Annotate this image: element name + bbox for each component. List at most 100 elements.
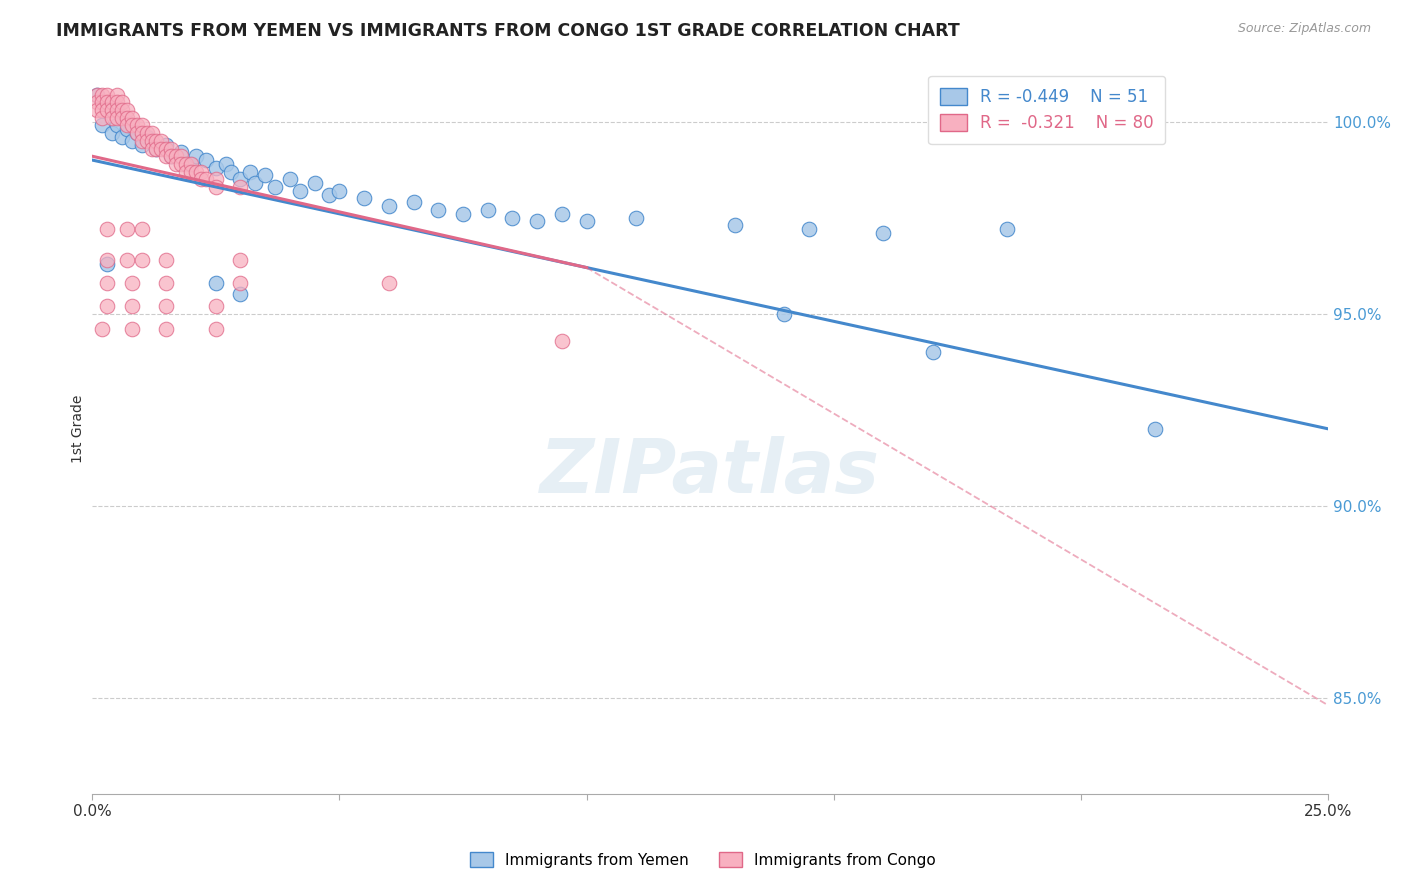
Point [115, 222, 138, 236]
Point [160, 142, 183, 156]
Point [101, 126, 124, 140]
Point [96, 276, 118, 290]
Point [165, 157, 187, 171]
Point [111, 111, 134, 125]
Point [501, 211, 523, 225]
Point [304, 176, 326, 190]
Point [131, 126, 153, 140]
Point [155, 149, 177, 163]
Point [288, 184, 311, 198]
Point [131, 252, 153, 267]
Point [477, 202, 499, 217]
Point [170, 145, 193, 160]
Point [121, 111, 143, 125]
Point [575, 214, 598, 228]
Point [111, 95, 134, 110]
Point [724, 219, 747, 233]
Text: ZIPatlas: ZIPatlas [540, 436, 880, 509]
Point [145, 142, 167, 156]
Point [86, 103, 108, 117]
Point [328, 184, 350, 198]
Point [131, 137, 153, 152]
Point [160, 149, 183, 163]
Point [427, 202, 450, 217]
Point [115, 252, 138, 267]
Point [96, 252, 118, 267]
Point [111, 130, 134, 145]
Point [402, 195, 425, 210]
Point [105, 87, 128, 102]
Point [131, 119, 153, 133]
Point [121, 276, 143, 290]
Point [135, 126, 157, 140]
Point [115, 122, 138, 136]
Point [155, 299, 177, 313]
Point [141, 126, 163, 140]
Point [141, 142, 163, 156]
Y-axis label: 1st Grade: 1st Grade [72, 394, 86, 463]
Point [551, 334, 574, 348]
Point [91, 103, 114, 117]
Point [264, 180, 287, 194]
Point [245, 176, 267, 190]
Point [194, 172, 217, 186]
Point [1144, 422, 1167, 436]
Point [96, 95, 118, 110]
Point [105, 119, 128, 133]
Point [451, 207, 474, 221]
Point [145, 142, 167, 156]
Point [184, 164, 207, 178]
Point [155, 322, 177, 336]
Point [239, 164, 262, 178]
Point [204, 161, 226, 175]
Point [180, 164, 202, 178]
Point [797, 222, 820, 236]
Point [121, 299, 143, 313]
Point [105, 111, 128, 125]
Point [190, 172, 212, 186]
Point [204, 180, 226, 194]
Point [526, 214, 548, 228]
Point [204, 322, 226, 336]
Point [135, 134, 157, 148]
Point [278, 172, 301, 186]
Point [204, 299, 226, 313]
Point [995, 222, 1018, 236]
Point [921, 345, 943, 359]
Point [105, 103, 128, 117]
Point [111, 103, 134, 117]
Legend: Immigrants from Yemen, Immigrants from Congo: Immigrants from Yemen, Immigrants from C… [464, 846, 942, 873]
Point [378, 276, 401, 290]
Point [101, 103, 124, 117]
Point [219, 164, 242, 178]
Point [165, 149, 187, 163]
Point [141, 134, 163, 148]
Point [101, 111, 124, 125]
Point [229, 180, 252, 194]
Point [155, 137, 177, 152]
Point [773, 307, 796, 321]
Point [96, 87, 118, 102]
Point [131, 222, 153, 236]
Point [121, 119, 143, 133]
Text: Source: ZipAtlas.com: Source: ZipAtlas.com [1237, 22, 1371, 36]
Point [131, 134, 153, 148]
Point [551, 207, 574, 221]
Point [96, 222, 118, 236]
Point [155, 142, 177, 156]
Legend: R = -0.449    N = 51, R =  -0.321    N = 80: R = -0.449 N = 51, R = -0.321 N = 80 [928, 76, 1166, 144]
Point [125, 119, 148, 133]
Point [180, 157, 202, 171]
Point [229, 252, 252, 267]
Text: IMMIGRANTS FROM YEMEN VS IMMIGRANTS FROM CONGO 1ST GRADE CORRELATION CHART: IMMIGRANTS FROM YEMEN VS IMMIGRANTS FROM… [56, 22, 960, 40]
Point [150, 142, 173, 156]
Point [229, 287, 252, 301]
Point [353, 191, 375, 205]
Point [96, 299, 118, 313]
Point [121, 134, 143, 148]
Point [91, 87, 114, 102]
Point [125, 126, 148, 140]
Point [378, 199, 401, 213]
Point [125, 126, 148, 140]
Point [215, 157, 238, 171]
